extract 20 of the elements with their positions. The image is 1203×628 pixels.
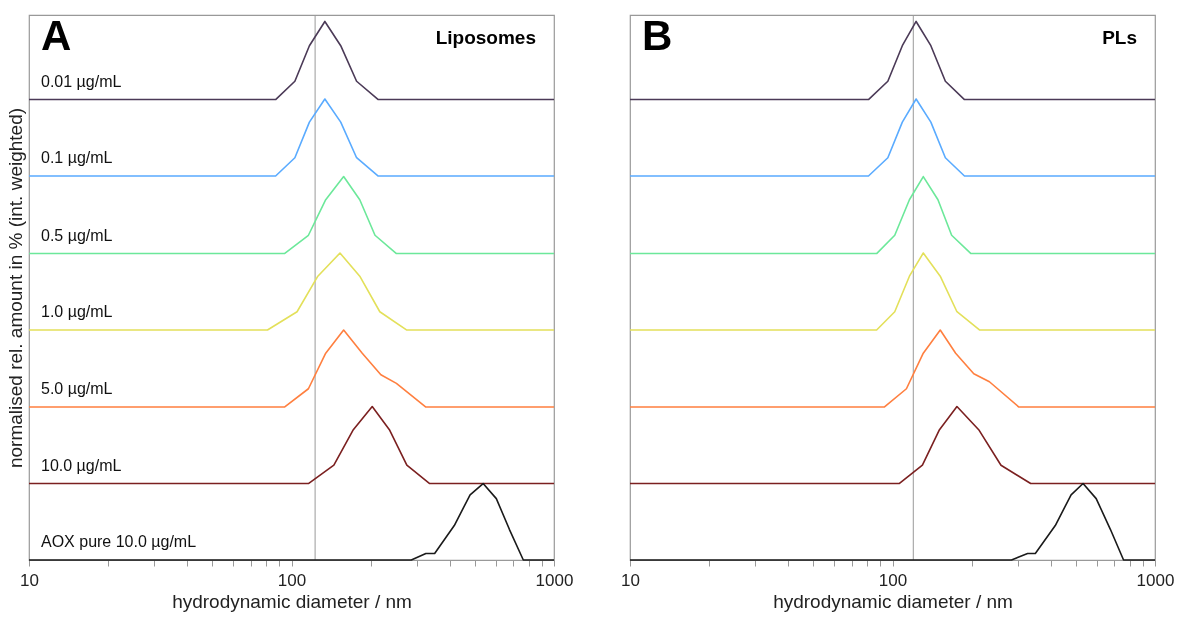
series-label: 0.1 µg/mL [41,149,113,167]
x-tick-label: 10 [20,570,39,590]
x-axis-title: hydrodynamic diameter / nm [773,590,1013,612]
annotation: B [642,12,673,59]
annotation: A [41,12,72,59]
x-tick-label: 1000 [535,570,574,590]
series-label: 0.01 µg/mL [41,72,122,90]
series-label: AOX pure 10.0 µg/mL [41,533,197,550]
series-label: 10.0 µg/mL [41,456,122,474]
series-label: 0.5 µg/mL [41,226,113,244]
x-axis-title: hydrodynamic diameter / nm [172,590,412,612]
series-label: 5.0 µg/mL [41,380,113,398]
y-axis-title: normalised rel. amount in % (int. weighted) [4,107,26,469]
x-tick-label: 100 [878,570,908,590]
x-tick-label: 1000 [1136,570,1175,590]
series-label: 1.0 µg/mL [41,303,113,321]
x-tick-label: 100 [277,570,307,590]
chart-title: Liposomes [435,27,536,48]
chart-title: PLs [1102,27,1137,48]
x-tick-label: 10 [621,570,640,590]
